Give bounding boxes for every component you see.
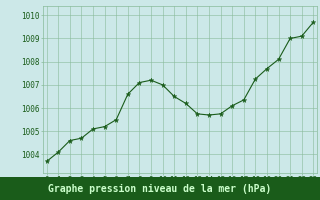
Text: Graphe pression niveau de la mer (hPa): Graphe pression niveau de la mer (hPa): [48, 183, 272, 194]
